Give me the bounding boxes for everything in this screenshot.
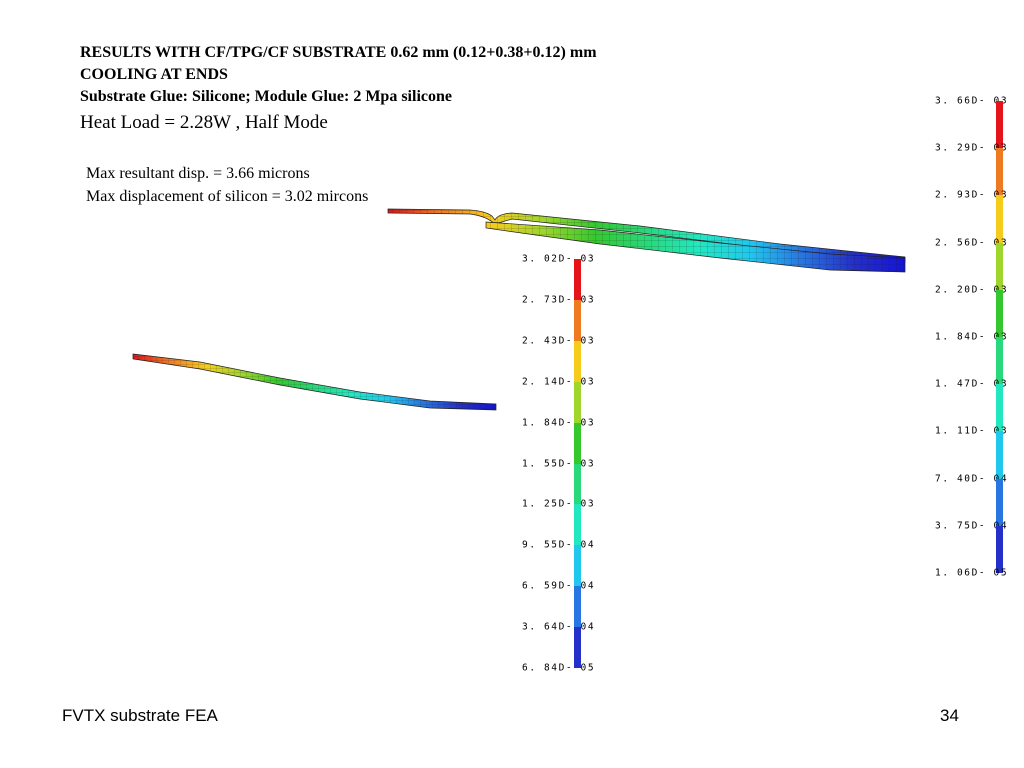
resultant-legend-swatch: [996, 148, 1003, 196]
title-line-3: Substrate Glue: Silicone; Module Glue: 2…: [80, 88, 452, 105]
silicon-legend-swatch: [574, 340, 581, 383]
silicon-legend-label: 1. 84D- 03: [522, 417, 596, 429]
resultant-legend-label: 1. 06D- 05: [935, 567, 1009, 579]
resultant-legend-label: 2. 56D- 03: [935, 237, 1009, 249]
silicon-contour: [132, 353, 497, 411]
silicon-legend-label: 1. 25D- 03: [522, 498, 596, 510]
resultant-legend-swatch: [996, 384, 1003, 432]
slide-title: RESULTS WITH CF/TPG/CF SUBSTRATE 0.62 mm…: [80, 42, 597, 108]
silicon-mesh-overlay: [133, 354, 496, 410]
resultant-legend-swatch: [996, 478, 1003, 527]
silicon-legend-label: 6. 59D- 04: [522, 580, 596, 592]
resultant-legend-swatch: [996, 195, 1003, 244]
silicon-legend-swatch: [574, 545, 581, 587]
resultant-legend-label: 2. 93D- 03: [935, 189, 1009, 201]
max-silicon-disp-text: Max displacement of silicon = 3.02 mirco…: [86, 188, 369, 205]
silicon-legend-swatch: [574, 627, 581, 669]
resultant-legend-swatch: [996, 101, 1003, 149]
silicon-legend-swatch: [574, 299, 581, 342]
silicon-legend-label: 6. 84D- 05: [522, 662, 596, 674]
page-number: 34: [940, 706, 959, 725]
module-plate-mesh-overlay: [388, 209, 905, 262]
resultant-legend-label: 3. 66D- 03: [935, 95, 1009, 107]
silicon-legend-swatch: [574, 463, 581, 505]
title-line-1: RESULTS WITH CF/TPG/CF SUBSTRATE 0.62 mm…: [80, 44, 597, 61]
resultant-legend-label: 1. 11D- 03: [935, 425, 1009, 437]
module-mesh-overlay: [486, 222, 905, 272]
heat-load-text: Heat Load = 2.28W , Half Mode: [80, 112, 328, 133]
resultant-legend-swatch: [996, 337, 1003, 385]
resultant-legend-swatch: [996, 431, 1003, 480]
silicon-legend-swatch: [574, 259, 581, 301]
resultant-legend-swatch: [996, 242, 1003, 291]
silicon-legend-label: 9. 55D- 04: [522, 539, 596, 551]
silicon-legend-swatch: [574, 586, 581, 628]
silicon-legend-swatch: [574, 422, 581, 464]
resultant-legend-label: 1. 47D- 03: [935, 378, 1009, 390]
resultant-legend-label: 1. 84D- 03: [935, 331, 1009, 343]
silicon-legend-label: 2. 43D- 03: [522, 335, 596, 347]
full-module-contour: [387, 208, 906, 273]
silicon-legend-swatch: [574, 381, 581, 424]
footer-title: FVTX substrate FEA: [62, 706, 218, 725]
silicon-legend-label: 2. 14D- 03: [522, 376, 596, 388]
resultant-legend-swatch: [996, 525, 1003, 574]
resultant-legend-label: 7. 40D- 04: [935, 473, 1009, 485]
silicon-legend-label: 2. 73D- 03: [522, 294, 596, 306]
resultant-legend-label: 3. 75D- 04: [935, 520, 1009, 532]
stats-block: Max resultant disp. = 3.66 microns Max d…: [86, 162, 368, 208]
resultant-legend-swatch: [996, 289, 1003, 338]
max-resultant-disp-text: Max resultant disp. = 3.66 microns: [86, 165, 310, 182]
silicon-legend-swatch: [574, 504, 581, 546]
resultant-legend-label: 3. 29D- 03: [935, 142, 1009, 154]
silicon-legend-label: 1. 55D- 03: [522, 458, 596, 469]
silicon-legend-label: 3. 02D- 03: [522, 253, 596, 265]
title-line-2: COOLING AT ENDS: [80, 66, 228, 83]
silicon-legend-label: 3. 64D- 04: [522, 621, 596, 633]
resultant-legend-label: 2. 20D- 03: [935, 284, 1009, 296]
